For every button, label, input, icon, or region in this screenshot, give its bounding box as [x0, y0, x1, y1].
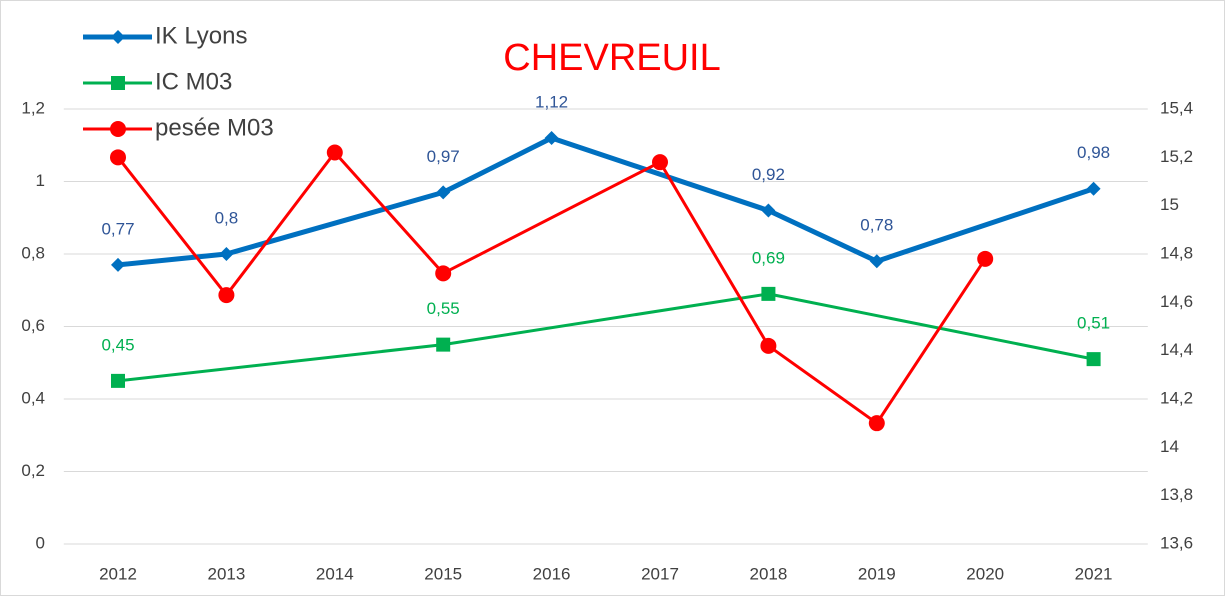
- y2-tick-label: 14: [1160, 437, 1179, 456]
- x-tick-label: 2012: [99, 564, 137, 583]
- data-label: 0,55: [427, 299, 460, 318]
- y2-tick-label: 15,4: [1160, 98, 1193, 117]
- marker: [111, 373, 125, 388]
- data-label: 0,98: [1077, 143, 1110, 162]
- marker: [868, 415, 885, 432]
- marker: [219, 247, 234, 261]
- y2-tick-label: 13,6: [1160, 533, 1193, 552]
- marker: [544, 131, 559, 145]
- y-tick-label: 1: [36, 171, 45, 190]
- marker: [436, 337, 451, 352]
- x-tick-label: 2015: [424, 564, 462, 583]
- data-label: 0,51: [1077, 314, 1110, 333]
- x-tick-label: 2013: [207, 564, 245, 583]
- data-label: 1,12: [535, 92, 568, 111]
- chart-title: CHEVREUIL: [503, 37, 721, 79]
- legend-label: pesée M03: [155, 114, 274, 141]
- marker: [111, 76, 125, 90]
- y-tick-label: 1,2: [21, 98, 45, 117]
- y2-tick-label: 15,2: [1160, 147, 1193, 166]
- data-label: 0,69: [752, 248, 785, 267]
- data-label: 0,97: [427, 147, 460, 166]
- marker: [218, 287, 235, 304]
- y-tick-label: 0: [36, 533, 45, 552]
- x-tick-label: 2021: [1075, 564, 1113, 583]
- data-label: 0,92: [752, 165, 785, 184]
- marker: [869, 254, 884, 269]
- marker: [110, 149, 126, 166]
- marker: [111, 257, 125, 272]
- x-tick-label: 2017: [641, 564, 679, 583]
- y2-tick-label: 13,8: [1160, 485, 1193, 504]
- x-tick-label: 2016: [533, 564, 571, 583]
- x-tick-label: 2020: [966, 564, 1004, 583]
- marker: [436, 185, 451, 200]
- x-tick-label: 2014: [316, 564, 354, 583]
- x-tick-label: 2018: [749, 564, 787, 583]
- y2-tick-label: 14,4: [1160, 340, 1193, 359]
- data-label: 0,8: [215, 208, 239, 227]
- y2-tick-label: 14,2: [1160, 388, 1193, 407]
- marker: [326, 144, 343, 161]
- y2-tick-label: 15: [1160, 195, 1179, 214]
- marker: [1086, 352, 1101, 367]
- y-tick-label: 0,8: [21, 243, 45, 262]
- marker: [761, 286, 776, 301]
- y-tick-label: 0,4: [21, 388, 45, 407]
- series-line: [116, 151, 987, 425]
- marker: [760, 337, 777, 354]
- data-label: 0,77: [101, 219, 134, 238]
- legend-label: IK Lyons: [155, 22, 248, 49]
- y-tick-label: 0,6: [21, 316, 45, 335]
- marker: [435, 265, 452, 282]
- series-line: [117, 292, 1094, 383]
- marker: [1086, 181, 1101, 196]
- marker: [761, 203, 776, 218]
- x-tick-label: 2019: [858, 564, 896, 583]
- y2-tick-label: 14,6: [1160, 292, 1193, 311]
- marker: [652, 154, 668, 171]
- marker: [111, 30, 125, 44]
- y-tick-label: 0,2: [21, 461, 45, 480]
- legend-label: IC M03: [155, 68, 232, 95]
- marker: [977, 250, 994, 267]
- y2-tick-label: 14,8: [1160, 243, 1193, 262]
- data-label: 0,45: [101, 335, 134, 354]
- marker: [110, 121, 126, 137]
- data-label: 0,78: [860, 216, 893, 235]
